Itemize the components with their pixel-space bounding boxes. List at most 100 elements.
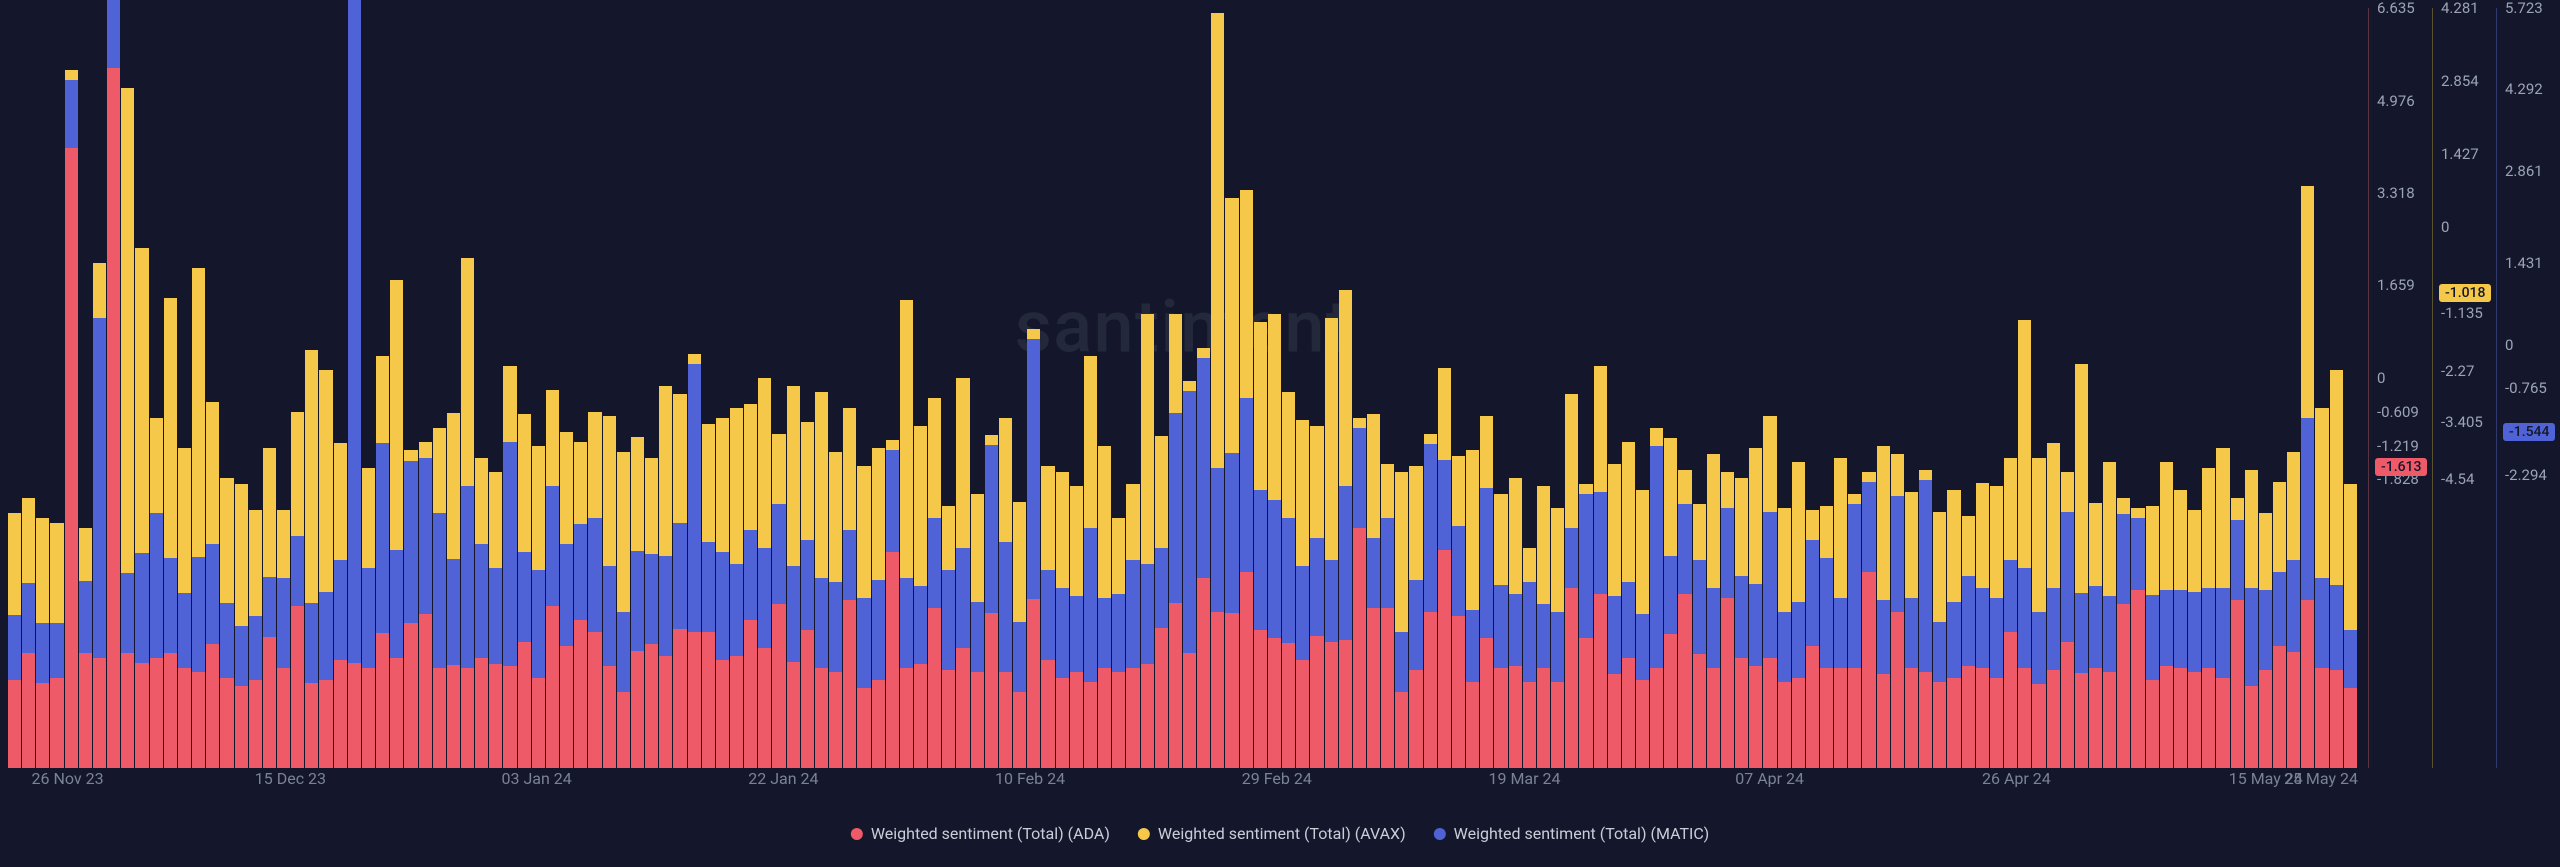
- bar-group[interactable]: [532, 8, 545, 768]
- bar-group[interactable]: [928, 8, 941, 768]
- bar-group[interactable]: [1707, 8, 1720, 768]
- legend-item[interactable]: Weighted sentiment (Total) (ADA): [851, 824, 1110, 843]
- bar-group[interactable]: [220, 8, 233, 768]
- bar-group[interactable]: [574, 8, 587, 768]
- bar-group[interactable]: [2202, 8, 2215, 768]
- bar-group[interactable]: [2131, 8, 2144, 768]
- bar-group[interactable]: [2174, 8, 2187, 768]
- bar-group[interactable]: [688, 8, 701, 768]
- bar-group[interactable]: [447, 8, 460, 768]
- bar-group[interactable]: [1579, 8, 1592, 768]
- bar-group[interactable]: [36, 8, 49, 768]
- bar-group[interactable]: [801, 8, 814, 768]
- bar-group[interactable]: [772, 8, 785, 768]
- bar-group[interactable]: [319, 8, 332, 768]
- bar-group[interactable]: [2245, 8, 2258, 768]
- bar-group[interactable]: [1070, 8, 1083, 768]
- bar-group[interactable]: [1084, 8, 1097, 768]
- bar-group[interactable]: [872, 8, 885, 768]
- bar-group[interactable]: [390, 8, 403, 768]
- bar-group[interactable]: [546, 8, 559, 768]
- bar-group[interactable]: [1962, 8, 1975, 768]
- bar-group[interactable]: [2047, 8, 2060, 768]
- bar-group[interactable]: [305, 8, 318, 768]
- bar-group[interactable]: [1735, 8, 1748, 768]
- bar-group[interactable]: [164, 8, 177, 768]
- legend-item[interactable]: Weighted sentiment (Total) (AVAX): [1138, 824, 1406, 843]
- bar-group[interactable]: [673, 8, 686, 768]
- bar-group[interactable]: [489, 8, 502, 768]
- bar-group[interactable]: [65, 8, 78, 768]
- bar-group[interactable]: [2188, 8, 2201, 768]
- bar-group[interactable]: [1169, 8, 1182, 768]
- bar-group[interactable]: [829, 8, 842, 768]
- bar-group[interactable]: [1240, 8, 1253, 768]
- bar-group[interactable]: [475, 8, 488, 768]
- bar-group[interactable]: [2315, 8, 2328, 768]
- bar-group[interactable]: [2273, 8, 2286, 768]
- bar-group[interactable]: [2032, 8, 2045, 768]
- bar-group[interactable]: [1594, 8, 1607, 768]
- bar-group[interactable]: [404, 8, 417, 768]
- bar-group[interactable]: [1452, 8, 1465, 768]
- bar-group[interactable]: [1877, 8, 1890, 768]
- bar-group[interactable]: [2075, 8, 2088, 768]
- bar-group[interactable]: [971, 8, 984, 768]
- bar-group[interactable]: [2146, 8, 2159, 768]
- bar-group[interactable]: [2301, 8, 2314, 768]
- bar-group[interactable]: [603, 8, 616, 768]
- bar-group[interactable]: [1098, 8, 1111, 768]
- bar-group[interactable]: [518, 8, 531, 768]
- bar-group[interactable]: [1565, 8, 1578, 768]
- bar-group[interactable]: [348, 8, 361, 768]
- bar-group[interactable]: [178, 8, 191, 768]
- bar-group[interactable]: [1763, 8, 1776, 768]
- bar-group[interactable]: [999, 8, 1012, 768]
- bar-group[interactable]: [1027, 8, 1040, 768]
- bar-group[interactable]: [645, 8, 658, 768]
- bar-group[interactable]: [815, 8, 828, 768]
- bar-group[interactable]: [1254, 8, 1267, 768]
- bar-group[interactable]: [1424, 8, 1437, 768]
- bar-group[interactable]: [1325, 8, 1338, 768]
- bar-group[interactable]: [1523, 8, 1536, 768]
- bar-group[interactable]: [1480, 8, 1493, 768]
- bar-group[interactable]: [956, 8, 969, 768]
- bar-group[interactable]: [1537, 8, 1550, 768]
- bar-group[interactable]: [1919, 8, 1932, 768]
- bar-group[interactable]: [1721, 8, 1734, 768]
- bar-group[interactable]: [8, 8, 21, 768]
- bar-group[interactable]: [886, 8, 899, 768]
- bar-group[interactable]: [2117, 8, 2130, 768]
- bar-group[interactable]: [2018, 8, 2031, 768]
- bar-group[interactable]: [1197, 8, 1210, 768]
- bar-group[interactable]: [1834, 8, 1847, 768]
- bar-group[interactable]: [249, 8, 262, 768]
- bar-group[interactable]: [1056, 8, 1069, 768]
- bar-group[interactable]: [2231, 8, 2244, 768]
- bar-group[interactable]: [857, 8, 870, 768]
- bar-group[interactable]: [1494, 8, 1507, 768]
- bar-group[interactable]: [758, 8, 771, 768]
- bar-group[interactable]: [1353, 8, 1366, 768]
- bar-group[interactable]: [1509, 8, 1522, 768]
- bar-group[interactable]: [1041, 8, 1054, 768]
- bar-group[interactable]: [419, 8, 432, 768]
- bar-group[interactable]: [1225, 8, 1238, 768]
- bar-group[interactable]: [1664, 8, 1677, 768]
- bar-group[interactable]: [1891, 8, 1904, 768]
- bar-group[interactable]: [1792, 8, 1805, 768]
- bar-group[interactable]: [2160, 8, 2173, 768]
- bar-group[interactable]: [914, 8, 927, 768]
- bar-group[interactable]: [1905, 8, 1918, 768]
- bar-group[interactable]: [1976, 8, 1989, 768]
- bar-group[interactable]: [107, 8, 120, 768]
- bar-group[interactable]: [1862, 8, 1875, 768]
- bar-group[interactable]: [730, 8, 743, 768]
- bar-group[interactable]: [588, 8, 601, 768]
- bar-group[interactable]: [985, 8, 998, 768]
- bar-group[interactable]: [93, 8, 106, 768]
- bar-group[interactable]: [659, 8, 672, 768]
- bar-group[interactable]: [2004, 8, 2017, 768]
- bar-group[interactable]: [235, 8, 248, 768]
